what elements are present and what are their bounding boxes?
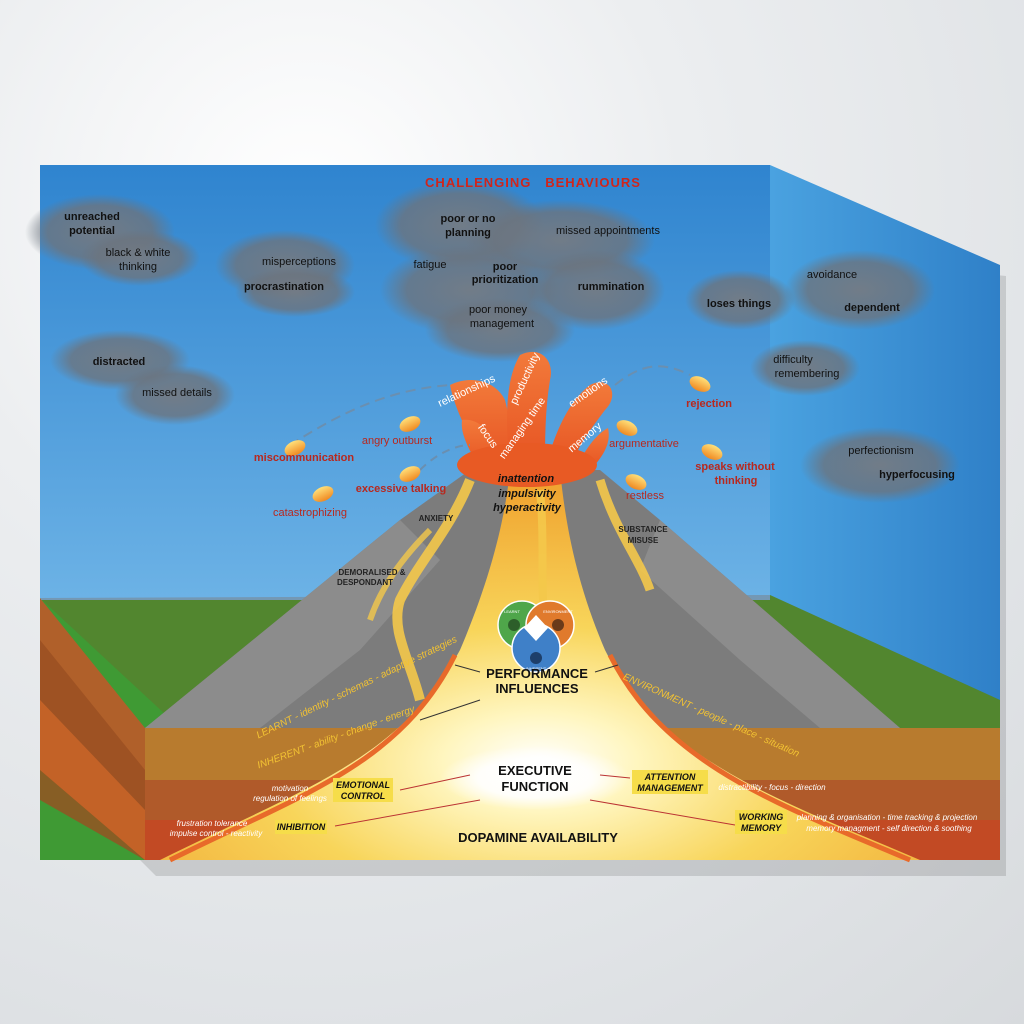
behaviour-speaks-2: thinking [715,475,758,487]
clouds [25,180,960,503]
cloud-hyperfocusing: hyperfocusing [879,469,955,481]
cloud-thinking: thinking [119,261,157,273]
executive-label-1: EXECUTIVE [498,763,572,778]
flank-anxiety: ANXIETY [419,514,454,523]
flame-icons [284,376,723,502]
behaviour-catastrophizing: catastrophizing [273,507,347,519]
behaviour-angry-outburst: angry outburst [362,435,432,447]
performance-influences: PERFORMANCE INFLUENCES [486,666,588,696]
cloud-poor-or-no: poor or no [441,213,496,225]
inhibition-badge [275,820,327,834]
cloud-missed-details: missed details [142,387,212,399]
venn-learnt: LEARNT [504,609,520,614]
inhibition-label: INHIBITION [277,822,326,832]
cloud-rummination: rummination [578,281,645,293]
core-symptoms: inattention impulsivity hyperactivity [493,473,562,514]
cloud-loses-things: loses things [707,298,771,310]
behaviour-argumentative: argumentative [609,438,679,450]
executive-glow [440,746,630,810]
cloud-difficulty: difficulty [773,354,813,366]
emotional-control-2: CONTROL [341,791,386,801]
venn-environment: ENVIRONMENT [543,609,573,614]
dna-icon [530,652,542,664]
inhibition-desc-2: impulse control - reactivity [170,829,263,838]
house-icon [552,619,564,631]
emotional-control-badge [333,778,393,802]
cloud-perfectionism: perfectionism [848,445,913,457]
performance-label-2: INFLUENCES [495,681,578,696]
attention-2: MANAGEMENT [637,783,704,793]
emotional-control-1: EMOTIONAL [336,780,390,790]
cloud-avoidance: avoidance [807,269,857,281]
cloud-labels: unreached potential black & white thinki… [64,211,955,481]
behaviour-excessive-talking: excessive talking [356,483,447,495]
venn-labels: LEARNT ENVIRONMENT INHERENT [504,609,573,671]
dopamine-availability: DOPAMINE AVAILABILITY [458,830,618,845]
performance-label-1: PERFORMANCE [486,666,588,681]
venn-diagram [497,600,575,673]
attention-desc: distractibility - focus - direction [718,783,826,792]
symptom-inattention: inattention [498,473,554,485]
working-memory-badge [735,810,787,834]
behaviour-restless: restless [626,490,664,502]
behaviour-speaks-1: speaks without [695,461,775,473]
cloud-management: management [470,318,534,330]
cloud-fatigue: fatigue [413,259,446,271]
behaviour-miscommunication: miscommunication [254,452,355,464]
cloud-remembering: remembering [775,368,840,380]
flank-despondant: DESPONDANT [337,578,393,587]
working-memory-1: WORKING [739,812,784,822]
cloud-distracted: distracted [93,356,146,368]
inhibition-desc-1: frustration tolerance [177,819,248,828]
cloud-prioritization: prioritization [472,274,539,286]
working-desc-2: memory managment - self direction & soot… [806,824,972,833]
cloud-black-white: black & white [106,247,171,259]
cloud-planning: planning [445,227,491,239]
venn-inherent: INHERENT [526,666,547,671]
head-icon [508,619,520,631]
attention-1: ATTENTION [644,772,696,782]
flank-misuse: MISUSE [628,536,659,545]
cloud-poor: poor [493,261,518,273]
cloud-misperceptions: misperceptions [262,256,336,268]
flank-substance: SUBSTANCE [618,525,668,534]
title: CHALLENGING BEHAVIOURS [425,175,641,190]
cloud-unreached: unreached [64,211,120,223]
behaviour-rejection: rejection [686,398,732,410]
symptom-impulsivity: impulsivity [498,488,556,500]
cloud-procrastination: procrastination [244,281,324,293]
executive-label-2: FUNCTION [501,779,568,794]
flank-labels: ANXIETY SUBSTANCE MISUSE DEMORALISED & D… [337,514,668,587]
working-desc-1: planning & organisation - time tracking … [796,813,978,822]
cloud-potential: potential [69,225,115,237]
symptom-hyperactivity: hyperactivity [493,502,562,514]
attention-management-badge [632,770,708,794]
executive-function: EXECUTIVE FUNCTION [498,763,572,794]
behaviour-labels: rejection angry outburst argumentative m… [254,398,775,519]
emotional-desc-1: motivation [272,784,309,793]
working-memory-2: MEMORY [741,823,782,833]
emotional-desc-2: regulation of feelings [253,794,327,803]
eruption-plume [450,351,613,487]
flank-demoralised: DEMORALISED & [338,568,405,577]
cloud-poor-money: poor money [469,304,528,316]
cloud-dependent: dependent [844,302,900,314]
cloud-missed-appointments: missed appointments [556,225,660,237]
